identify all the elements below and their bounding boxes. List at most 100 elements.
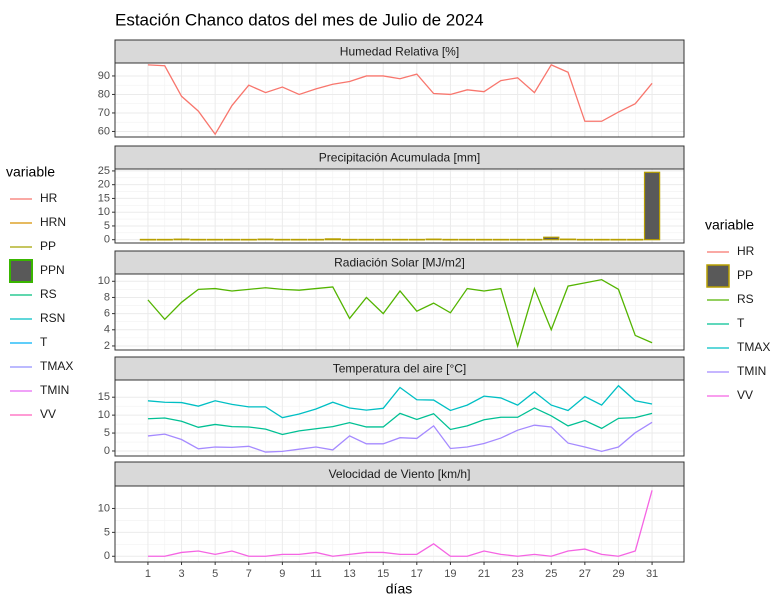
legend-label: HR [737,244,755,258]
panel-title: Precipitación Acumulada [mm] [319,151,480,165]
legend-label: PP [40,239,56,253]
bar [492,238,509,241]
y-tick-label: 20 [98,179,110,191]
bar [425,238,442,241]
y-tick-label: 2 [104,340,110,352]
panel [115,380,684,456]
x-tick-label: 21 [478,568,490,580]
legend-title: variable [705,217,754,233]
y-tick-label: 10 [98,409,110,421]
bar [375,238,392,241]
y-tick-label: 10 [98,502,110,514]
bar [610,238,627,241]
y-tick-label: 10 [98,275,110,287]
y-tick-label: 0 [104,550,110,562]
bar [324,238,341,241]
legend-label: PPN [40,263,65,277]
panel-title: Humedad Relativa [%] [340,45,459,59]
bar [274,238,291,241]
legend-label: TMAX [40,359,73,373]
bar [240,238,257,241]
bar [206,238,224,241]
panel-title: Velocidad de Viento [km/h] [329,467,471,481]
legend-label: TMIN [40,383,69,397]
x-tick-label: 27 [579,568,591,580]
legend-key [9,259,33,283]
panel-title: Radiación Solar [MJ/m2] [334,256,465,270]
y-tick-label: 5 [104,427,110,439]
legend-label: RSN [40,311,65,325]
y-tick-label: 15 [98,192,110,204]
panel-border [114,379,685,457]
legend-label: HRN [40,215,66,229]
bar [442,238,459,241]
x-tick-label: 1 [145,568,151,580]
line [147,490,653,557]
legend-title: variable [6,164,55,180]
y-tick-label: 6 [104,308,110,320]
y-tick-label: 90 [98,70,110,82]
y-tick-label: 0 [104,234,110,246]
x-tick-label: 7 [246,568,252,580]
bar [307,238,325,241]
legend-label: T [737,316,745,330]
panel-border [114,62,685,138]
chart-title: Estación Chanco datos del mes de Julio d… [115,10,484,29]
legend-label: HR [40,191,58,205]
bar [190,238,207,241]
panel [115,169,684,243]
legend-label: RS [40,287,57,301]
y-tick-label: 80 [98,88,110,100]
line [147,421,653,453]
bar [509,238,526,241]
bar [643,171,661,241]
strip [114,461,685,487]
y-tick-label: 60 [98,125,110,137]
bar [173,238,190,241]
legend-label: RS [737,292,754,306]
x-tick-label: 11 [310,568,321,580]
x-tick-label: 23 [512,568,524,580]
y-tick-label: 25 [98,165,110,177]
line [147,278,653,349]
bar [576,238,594,241]
x-tick-label: 17 [411,568,423,580]
bar [156,238,173,241]
bar [257,238,274,241]
panel-border [114,485,685,563]
bar [291,238,308,241]
x-tick-label: 15 [377,568,389,580]
bar [593,238,610,241]
y-tick-label: 10 [98,206,110,218]
x-tick-label: 19 [444,568,456,580]
x-tick-label: 5 [212,568,218,580]
x-axis-title: días [386,581,412,595]
bar [341,238,358,241]
y-tick-label: 5 [104,220,110,232]
line [147,407,653,436]
y-tick-label: 8 [104,291,110,303]
panel [115,63,684,137]
bar [559,238,577,241]
bar [408,238,425,241]
panel-title: Temperatura del aire [°C] [333,362,467,376]
x-tick-label: 31 [646,568,658,580]
x-tick-label: 9 [279,568,285,580]
legend-label: T [40,335,48,349]
bar [391,238,409,241]
bar [475,238,493,241]
panel-border [114,168,685,244]
legend-label: TMIN [737,364,766,378]
panel [115,486,684,562]
legend-label: TMAX [737,340,770,354]
panel-border [114,273,685,351]
legend-label: VV [737,388,753,402]
y-tick-label: 15 [98,391,110,403]
y-tick-label: 0 [104,445,110,457]
line [147,384,653,419]
bar [526,238,543,241]
bar [223,238,241,241]
y-tick-label: 70 [98,107,110,119]
